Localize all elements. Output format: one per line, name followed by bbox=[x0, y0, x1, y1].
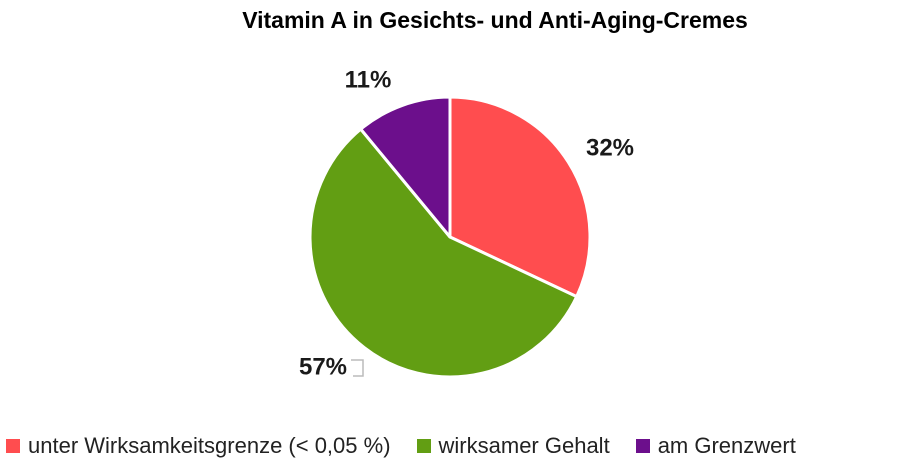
legend: unter Wirksamkeitsgrenze (< 0,05 %) wirks… bbox=[6, 433, 796, 459]
legend-swatch bbox=[635, 439, 650, 453]
legend-label: wirksamer Gehalt bbox=[438, 433, 610, 458]
legend-swatch bbox=[416, 439, 431, 453]
chart-title: Vitamin A in Gesichts- und Anti-Aging-Cr… bbox=[242, 7, 748, 33]
data-label: 57% bbox=[299, 353, 347, 380]
label-leader-line bbox=[351, 359, 364, 377]
legend-swatch bbox=[6, 439, 20, 453]
data-labels: 32% 57% 11% bbox=[299, 66, 634, 380]
data-label: 32% bbox=[586, 134, 634, 161]
pie-slice bbox=[448, 95, 592, 299]
data-label: 11% bbox=[345, 66, 392, 93]
pie-slices bbox=[308, 95, 592, 379]
legend-item: wirksamer Gehalt bbox=[416, 433, 610, 459]
pie-slice bbox=[308, 127, 579, 379]
legend-label: unter Wirksamkeitsgrenze (< 0,05 %) bbox=[28, 433, 391, 458]
legend-label: am Grenzwert bbox=[657, 433, 796, 458]
legend-item: unter Wirksamkeitsgrenze (< 0,05 %) bbox=[6, 433, 391, 459]
legend-item: am Grenzwert bbox=[635, 433, 796, 459]
pie-slice bbox=[359, 95, 452, 239]
